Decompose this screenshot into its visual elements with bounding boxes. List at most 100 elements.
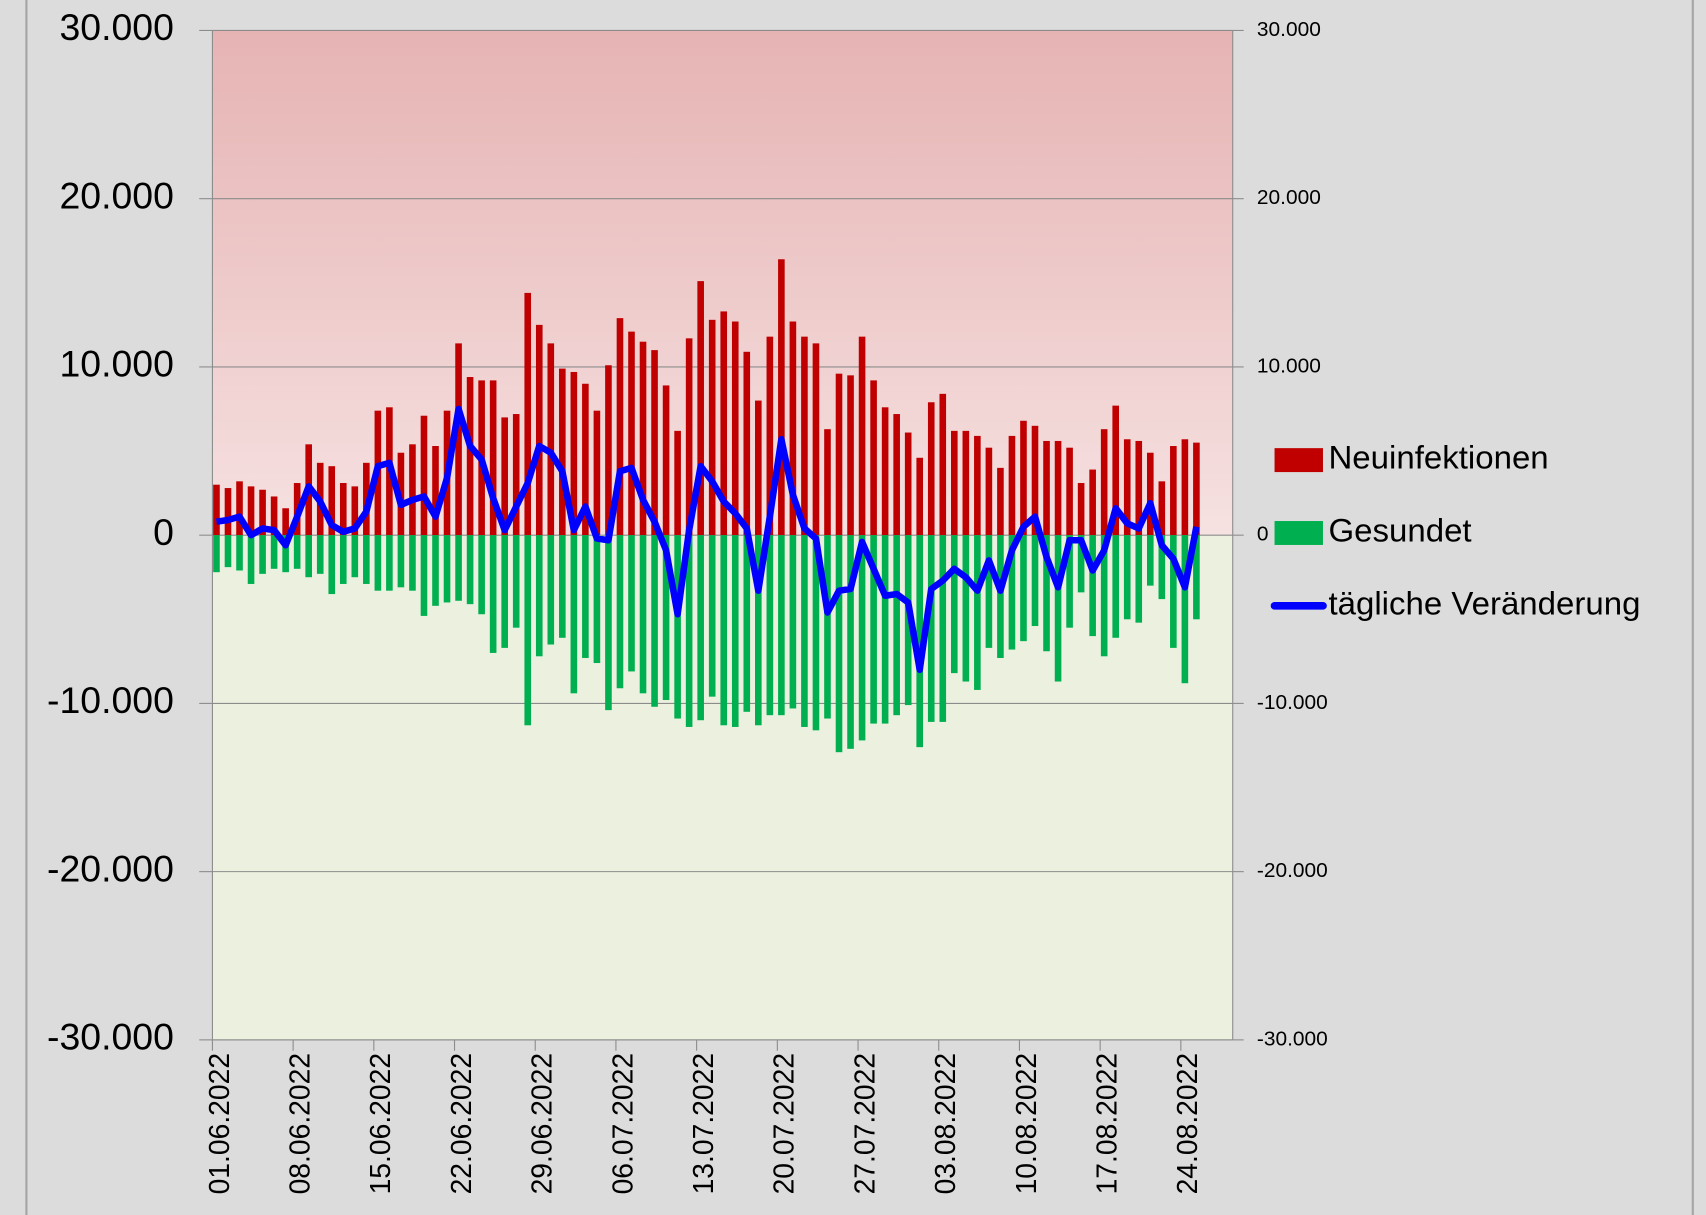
y-tick-label: 10.000 — [59, 343, 173, 385]
bar — [1181, 535, 1189, 684]
bar — [962, 535, 970, 682]
bar — [974, 435, 981, 536]
bar — [432, 446, 439, 536]
bar — [778, 535, 785, 716]
bar — [328, 535, 336, 595]
bar — [939, 535, 947, 722]
bar — [1008, 435, 1016, 536]
bar — [374, 535, 382, 591]
y-tick-label: 20.000 — [59, 175, 173, 217]
bar — [259, 489, 266, 536]
bar — [651, 535, 658, 707]
bar — [432, 535, 439, 606]
bar — [259, 535, 266, 574]
legend-swatch — [1274, 521, 1323, 545]
bar — [951, 430, 958, 536]
bar — [662, 535, 670, 701]
bar — [697, 535, 704, 721]
bar — [870, 380, 877, 536]
bar — [708, 319, 716, 536]
bar — [1123, 439, 1131, 536]
bar — [835, 373, 843, 536]
x-tick-label: 29.06.2022 — [526, 1053, 558, 1194]
bar — [628, 535, 635, 672]
bar — [685, 535, 693, 727]
bar — [708, 535, 716, 697]
bar — [743, 351, 751, 536]
bar — [674, 430, 681, 536]
bar — [927, 402, 935, 536]
bar — [386, 535, 393, 591]
bar — [466, 535, 474, 605]
bar — [985, 447, 993, 536]
bar — [409, 535, 416, 591]
bar — [662, 385, 670, 536]
bar — [478, 535, 485, 615]
bar — [904, 432, 912, 536]
bar — [766, 535, 774, 716]
x-tick-label: 22.06.2022 — [446, 1053, 478, 1194]
bar — [1170, 535, 1177, 648]
bar — [778, 259, 785, 536]
bar — [674, 535, 681, 719]
bar — [1054, 535, 1062, 682]
bar — [847, 535, 854, 749]
bar — [639, 341, 647, 536]
bar — [582, 535, 589, 658]
bar — [236, 481, 243, 536]
bar — [789, 535, 797, 709]
bar — [1020, 535, 1027, 642]
bar — [455, 535, 462, 601]
bar — [489, 380, 497, 536]
y2-tick-label: 0 — [1257, 523, 1269, 546]
bar — [282, 508, 289, 536]
bar — [397, 535, 405, 588]
bar — [847, 375, 854, 536]
bar — [1100, 535, 1108, 657]
bar — [559, 368, 566, 536]
bar — [282, 535, 289, 573]
bar — [939, 393, 947, 536]
bar — [639, 535, 647, 694]
bar — [927, 535, 935, 722]
bar — [893, 535, 900, 716]
x-tick-label: 20.07.2022 — [769, 1053, 801, 1194]
bar — [339, 483, 347, 536]
bar — [293, 535, 301, 569]
bar — [1135, 440, 1143, 536]
bar — [1054, 440, 1062, 536]
bar — [512, 535, 520, 628]
bar — [489, 535, 497, 653]
bar — [605, 365, 612, 536]
bar — [720, 311, 728, 536]
bar — [1089, 469, 1096, 536]
bar — [616, 318, 624, 536]
bar — [582, 383, 589, 536]
legend-swatch — [1274, 448, 1323, 473]
bar — [616, 535, 624, 689]
x-tick-label: 15.06.2022 — [365, 1053, 397, 1194]
bar — [1031, 535, 1039, 627]
bar — [1193, 442, 1200, 536]
bar — [835, 535, 843, 753]
bar — [985, 535, 993, 648]
bar — [755, 535, 762, 726]
bar — [766, 336, 774, 536]
bar — [824, 535, 831, 719]
bar — [570, 371, 578, 536]
x-tick-label: 01.06.2022 — [204, 1053, 236, 1194]
bar — [801, 535, 808, 727]
bar — [501, 417, 508, 536]
bar — [789, 321, 797, 536]
bar — [628, 331, 635, 536]
x-tick-label: 17.08.2022 — [1091, 1053, 1123, 1194]
bar — [951, 535, 958, 674]
bar — [1066, 535, 1073, 628]
bar — [801, 336, 808, 536]
bar — [720, 535, 728, 726]
y-tick-label: 30.000 — [59, 6, 173, 48]
y2-tick-label: 30.000 — [1257, 18, 1321, 41]
bar — [962, 430, 970, 536]
bar — [443, 535, 451, 603]
